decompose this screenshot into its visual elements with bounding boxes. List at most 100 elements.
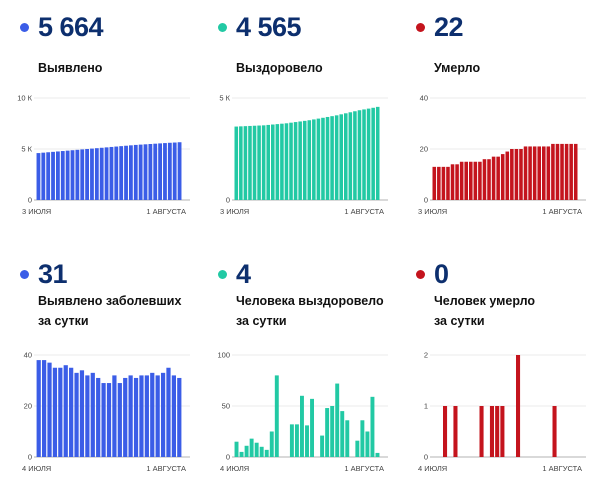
bar bbox=[370, 396, 375, 457]
bar bbox=[51, 151, 55, 200]
bar bbox=[158, 143, 162, 200]
metric-label-line: Человека выздоровело bbox=[236, 294, 384, 308]
metric-label: Умерло bbox=[434, 58, 480, 78]
bar bbox=[371, 107, 375, 200]
bar bbox=[123, 377, 128, 457]
bar bbox=[56, 151, 60, 200]
bar bbox=[109, 146, 114, 200]
bar bbox=[63, 365, 68, 457]
bar bbox=[160, 372, 166, 457]
bar bbox=[69, 367, 74, 457]
bar bbox=[52, 367, 58, 457]
metric-label-line: Выздоровело bbox=[236, 61, 323, 75]
bar bbox=[519, 149, 523, 200]
bar bbox=[124, 145, 128, 200]
bar bbox=[284, 123, 289, 200]
bar bbox=[155, 375, 160, 457]
bar bbox=[360, 420, 365, 457]
y-tick-label: 40 bbox=[24, 351, 32, 360]
bar bbox=[325, 408, 330, 457]
bar bbox=[551, 143, 555, 200]
bar bbox=[234, 126, 239, 200]
bar bbox=[300, 395, 304, 457]
bar bbox=[500, 406, 505, 457]
bar bbox=[500, 154, 505, 200]
bar bbox=[564, 143, 569, 200]
bar bbox=[264, 449, 269, 457]
bar bbox=[139, 375, 144, 457]
bar bbox=[432, 166, 437, 200]
bar bbox=[85, 375, 90, 457]
metric-label-line: Выявлено bbox=[38, 61, 103, 75]
total-value: 22 bbox=[434, 12, 464, 42]
bar bbox=[172, 142, 177, 200]
bar bbox=[321, 117, 325, 200]
y-tick-label: 0 bbox=[424, 196, 428, 205]
x-start-label: 3 ИЮЛЯ bbox=[22, 207, 51, 216]
metric-label-line: Выявлено заболевших bbox=[38, 294, 182, 308]
bar bbox=[573, 143, 578, 200]
legend-dot bbox=[20, 270, 29, 279]
bar bbox=[70, 150, 75, 200]
metric-label: Выявлено заболевших за сутки bbox=[38, 291, 181, 331]
bar bbox=[254, 442, 259, 457]
bar bbox=[36, 153, 41, 200]
legend-dot bbox=[20, 23, 29, 32]
legend-dot bbox=[218, 23, 227, 32]
bar bbox=[312, 119, 316, 200]
bar bbox=[96, 377, 101, 457]
x-end-label: 1 АВГУСТА bbox=[146, 207, 186, 216]
bar-chart: 0 50 100 4 ИЮЛЯ 1 АВГУСТА bbox=[217, 351, 388, 473]
total-value: 4 bbox=[236, 259, 251, 289]
bar bbox=[289, 122, 293, 200]
bar bbox=[345, 420, 350, 457]
bar-chart: 0 1 2 4 ИЮЛЯ 1 АВГУСТА bbox=[418, 351, 586, 473]
bar bbox=[257, 125, 261, 200]
bar bbox=[177, 142, 182, 200]
x-end-label: 1 АВГУСТА bbox=[542, 207, 582, 216]
metric-label: Человека выздоровело за сутки bbox=[236, 291, 384, 331]
bar-chart: 0 5 К 10 К 3 ИЮЛЯ 1 АВГУСТА bbox=[17, 94, 190, 216]
bar bbox=[552, 406, 557, 457]
metric-label-line: за сутки bbox=[38, 314, 89, 328]
bar bbox=[441, 166, 446, 200]
y-tick-label: 20 bbox=[420, 145, 428, 154]
x-start-label: 3 ИЮЛЯ bbox=[418, 207, 447, 216]
bar bbox=[320, 435, 325, 457]
bar bbox=[269, 431, 274, 457]
y-tick-label: 40 bbox=[420, 94, 428, 103]
bar bbox=[99, 147, 104, 200]
bar bbox=[74, 372, 79, 457]
bar bbox=[114, 146, 119, 200]
bar bbox=[523, 146, 528, 200]
total-value: 4 565 bbox=[236, 12, 302, 42]
x-end-label: 1 АВГУСТА bbox=[146, 464, 186, 473]
bar bbox=[528, 146, 532, 200]
legend-dot bbox=[416, 23, 425, 32]
bar bbox=[244, 445, 249, 457]
bar bbox=[129, 145, 133, 200]
metric-label-line: Умерло bbox=[434, 61, 481, 75]
panel-daily-detected: 31 Выявлено заболевших за сутки 0 20 40 4 И… bbox=[14, 251, 204, 486]
bar bbox=[516, 355, 521, 457]
bar-chart: 0 20 40 4 ИЮЛЯ 1 АВГУСТА bbox=[22, 351, 190, 473]
metric-label-line: Человек умерло bbox=[434, 294, 536, 308]
legend-dot bbox=[218, 270, 227, 279]
bar bbox=[90, 372, 95, 457]
bar bbox=[362, 109, 366, 200]
bar bbox=[302, 120, 307, 200]
bar bbox=[375, 106, 380, 200]
bar bbox=[90, 148, 94, 200]
bar bbox=[366, 108, 371, 200]
panel-died: 22 Умерло 0 20 40 3 ИЮЛЯ 1 АВГУСТА bbox=[410, 4, 595, 239]
bar bbox=[330, 406, 335, 457]
bar bbox=[234, 441, 239, 457]
bar bbox=[532, 146, 537, 200]
bar bbox=[79, 370, 85, 457]
y-tick-label: 0 bbox=[226, 453, 230, 462]
bar bbox=[340, 411, 345, 457]
bar bbox=[487, 159, 491, 200]
bar bbox=[473, 161, 478, 200]
bar bbox=[455, 164, 459, 200]
bar bbox=[259, 446, 264, 457]
